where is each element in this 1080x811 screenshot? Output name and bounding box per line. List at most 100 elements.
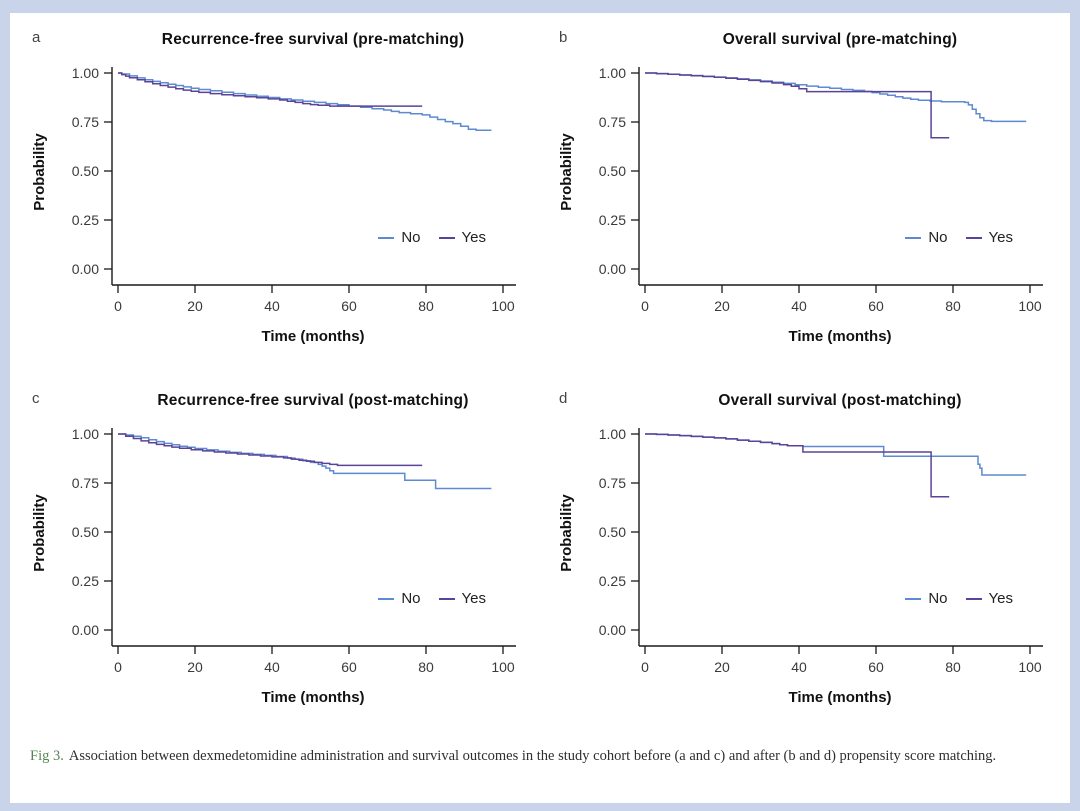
legend-label-no: No — [928, 590, 948, 607]
x-tick-label: 20 — [714, 298, 730, 314]
x-axis-label-b: Time (months) — [788, 328, 892, 345]
y-tick-label: 0.25 — [599, 212, 626, 228]
legend-swatch-yes — [965, 597, 982, 600]
legend-label-no: No — [928, 229, 948, 246]
y-tick-label: 0.00 — [72, 622, 99, 638]
legend-label-no: No — [401, 229, 421, 246]
panel-c: 0.00 0.25 0.50 0.75 1.00 0 20 40 60 80 100 c Recur… — [18, 384, 531, 719]
legend-item-yes: Yes — [965, 229, 1013, 246]
x-tick-label: 100 — [1018, 659, 1042, 675]
y-tick-label: 0.00 — [599, 261, 626, 277]
legend-swatch-no — [378, 236, 395, 239]
legend-label-no: No — [401, 590, 421, 607]
y-tick-label: 1.00 — [72, 426, 99, 442]
x-tick-label: 0 — [641, 298, 649, 314]
legend-item-no: No — [378, 590, 421, 607]
survival-curve-no — [645, 433, 1027, 476]
y-axis-label-a: Probability — [31, 133, 48, 211]
x-axis-label-a: Time (months) — [261, 328, 365, 345]
y-tick-label: 0.50 — [72, 163, 99, 179]
y-tick-label: 0.25 — [599, 573, 626, 589]
y-axis-label-d: Probability — [558, 494, 575, 572]
legend-d: No Yes — [639, 590, 1023, 607]
x-tick-label: 60 — [868, 659, 884, 675]
y-tick-label: 1.00 — [599, 65, 626, 81]
legend-c: No Yes — [112, 590, 496, 607]
legend-item-yes: Yes — [965, 590, 1013, 607]
x-tick-label: 100 — [491, 298, 515, 314]
panel-title-c: Recurrence-free survival (post-matching) — [157, 392, 469, 409]
survival-curve-yes — [118, 433, 423, 467]
figure-caption-text: Association between dexmedetomidine admi… — [68, 748, 997, 764]
survival-curve-no — [118, 72, 492, 131]
x-tick-label: 100 — [1018, 298, 1042, 314]
legend-label-yes: Yes — [988, 590, 1013, 607]
legend-label-yes: Yes — [461, 590, 486, 607]
legend-item-no: No — [905, 590, 948, 607]
panel-title-a: Recurrence-free survival (pre-matching) — [161, 31, 465, 48]
x-tick-label: 20 — [714, 659, 730, 675]
x-tick-label: 40 — [791, 659, 807, 675]
legend-swatch-yes — [438, 597, 455, 600]
legend-swatch-no — [905, 236, 922, 239]
panel-title-d: Overall survival (post-matching) — [718, 392, 962, 409]
figure-canvas: 0.00 0.25 0.50 0.75 1.00 0 20 40 60 80 100 a Recur… — [10, 13, 1070, 803]
panel-row-top: 0.00 0.25 0.50 0.75 1.00 0 20 40 60 80 100 a Recur… — [18, 23, 1062, 358]
y-tick-label: 0.75 — [599, 114, 626, 130]
survival-curve-no — [118, 433, 492, 490]
legend-b: No Yes — [639, 229, 1023, 246]
x-tick-label: 20 — [187, 298, 203, 314]
x-tick-label: 80 — [418, 298, 434, 314]
chart-svg-d: 0.00 0.25 0.50 0.75 1.00 0 20 40 60 80 100 — [599, 426, 1043, 675]
x-tick-label: 60 — [341, 659, 357, 675]
figure-caption: Fig 3. Association between dexmedetomidin… — [18, 745, 1062, 768]
y-tick-label: 0.75 — [599, 475, 626, 491]
legend-label-yes: Yes — [461, 229, 486, 246]
panel-row-bottom: 0.00 0.25 0.50 0.75 1.00 0 20 40 60 80 100 c Recur… — [18, 384, 1062, 719]
x-tick-label: 0 — [641, 659, 649, 675]
legend-a: No Yes — [112, 229, 496, 246]
x-tick-label: 40 — [264, 298, 280, 314]
panel-b: 0.00 0.25 0.50 0.75 1.00 0 20 40 60 80 100 b Overa… — [545, 23, 1058, 358]
x-axis-label-c: Time (months) — [261, 689, 365, 706]
x-tick-label: 40 — [264, 659, 280, 675]
legend-swatch-no — [378, 597, 395, 600]
survival-curve-yes — [645, 433, 950, 498]
y-tick-label: 0.50 — [72, 524, 99, 540]
chart-svg-a: 0.00 0.25 0.50 0.75 1.00 0 20 40 60 80 100 — [72, 65, 516, 314]
x-tick-label: 0 — [114, 298, 122, 314]
chart-svg-c: 0.00 0.25 0.50 0.75 1.00 0 20 40 60 80 100 — [72, 426, 516, 675]
x-tick-label: 100 — [491, 659, 515, 675]
panel-letter-b: b — [559, 29, 568, 46]
legend-item-no: No — [378, 229, 421, 246]
x-tick-label: 80 — [945, 298, 961, 314]
survival-curve-no — [645, 72, 1027, 123]
y-tick-label: 0.50 — [599, 524, 626, 540]
panel-a: 0.00 0.25 0.50 0.75 1.00 0 20 40 60 80 100 a Recur… — [18, 23, 531, 358]
legend-swatch-yes — [438, 236, 455, 239]
panel-title-b: Overall survival (pre-matching) — [722, 31, 958, 48]
y-tick-label: 0.25 — [72, 212, 99, 228]
y-tick-label: 0.00 — [72, 261, 99, 277]
x-axis-label-d: Time (months) — [788, 689, 892, 706]
y-tick-label: 0.75 — [72, 475, 99, 491]
x-tick-label: 60 — [868, 298, 884, 314]
chart-svg-b: 0.00 0.25 0.50 0.75 1.00 0 20 40 60 80 100 — [599, 65, 1043, 314]
x-tick-label: 20 — [187, 659, 203, 675]
x-tick-label: 0 — [114, 659, 122, 675]
panel-d: 0.00 0.25 0.50 0.75 1.00 0 20 40 60 80 100 d Overa… — [545, 384, 1058, 719]
survival-curve-yes — [118, 72, 423, 107]
figure-caption-label: Fig 3. — [30, 748, 64, 764]
legend-swatch-no — [905, 597, 922, 600]
panel-letter-c: c — [32, 390, 40, 407]
y-tick-label: 1.00 — [72, 65, 99, 81]
x-tick-label: 80 — [418, 659, 434, 675]
legend-swatch-yes — [965, 236, 982, 239]
x-tick-label: 60 — [341, 298, 357, 314]
survival-curve-yes — [645, 72, 950, 139]
y-tick-label: 0.50 — [599, 163, 626, 179]
y-axis-label-b: Probability — [558, 133, 575, 211]
y-tick-label: 0.25 — [72, 573, 99, 589]
x-tick-label: 40 — [791, 298, 807, 314]
